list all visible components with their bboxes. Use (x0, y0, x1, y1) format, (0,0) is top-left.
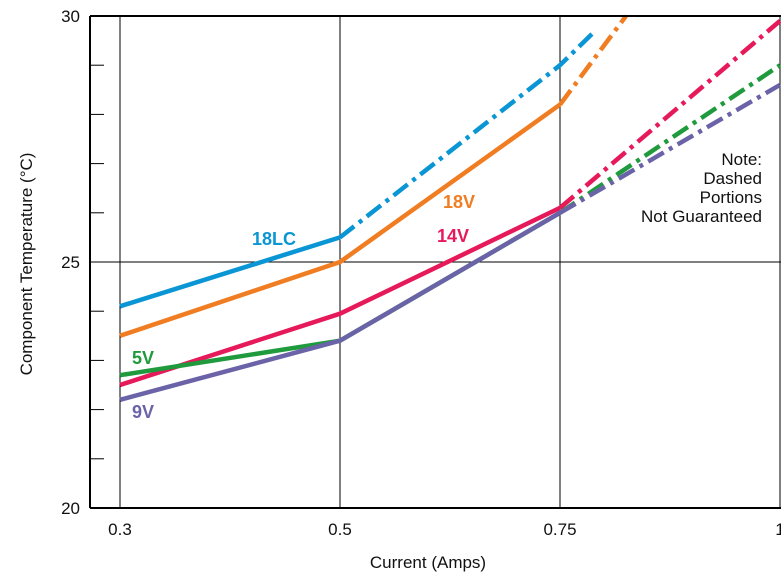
series-label-18V: 18V (443, 192, 475, 212)
series-lines (119, 14, 781, 402)
y-tick-label: 20 (61, 499, 80, 518)
series-dashed-line-9V (558, 82, 781, 215)
series-label-9V: 9V (132, 402, 154, 422)
series-dashed-line-14V (558, 19, 781, 210)
x-tick-label: 0.75 (543, 520, 576, 539)
series-label-18LC: 18LC (252, 229, 296, 249)
grid-lines (90, 15, 781, 509)
labels: 0.3 0.5 0.75 1 20 25 30 18LC 18V 14V 5V 9V Note:Dash… (61, 7, 781, 539)
note-line: Note: (721, 150, 762, 169)
note-line: Not Guaranteed (641, 207, 762, 226)
note-line: Portions (700, 188, 762, 207)
series-line-9V (119, 210, 562, 402)
x-tick-label: 0.3 (108, 520, 132, 539)
series-label-14V: 14V (437, 226, 469, 246)
series-dashed-line-5V (558, 63, 781, 215)
x-tick-label: 0.5 (328, 520, 352, 539)
y-tick-label: 25 (61, 253, 80, 272)
series-dashed-line-18V (558, 14, 628, 106)
series-dashed-line-18LC (338, 29, 597, 240)
x-tick-label: 1 (775, 520, 781, 539)
y-tick-label: 30 (61, 7, 80, 26)
series-line-18LC (119, 235, 341, 309)
series-line-18V (119, 102, 562, 338)
y-axis-title: Component Temperature (°C) (17, 153, 36, 376)
x-axis-title: Current (Amps) (370, 553, 486, 572)
series-label-5V: 5V (132, 348, 154, 368)
axes (89, 15, 781, 509)
series-line-14V (119, 205, 561, 388)
note-line: Dashed (703, 169, 762, 188)
